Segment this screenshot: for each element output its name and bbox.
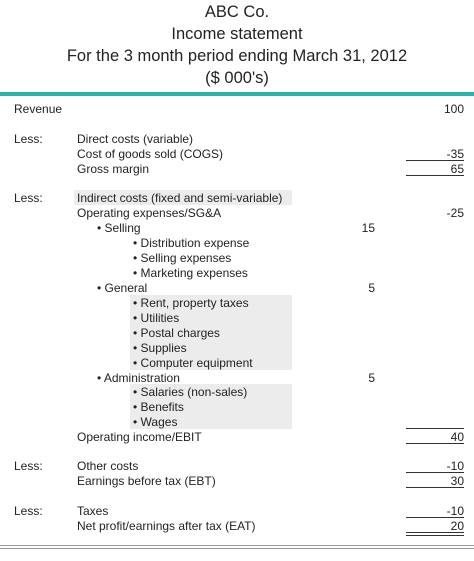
indirect-costs-heading: Indirect costs (fixed and semi-variable) [77,191,283,205]
ebt-label: Earnings before tax (EBT) [77,474,216,488]
cogs-value: -35 [446,147,464,161]
selling-item: • Selling expenses [133,251,232,265]
general-value: 5 [368,281,375,295]
less-label-direct: Less: [14,132,43,146]
statement-title: Income statement [171,25,303,43]
taxes-value: -10 [446,504,464,518]
eat-value: 20 [450,519,464,533]
other-costs-value: -10 [446,459,464,473]
taxes-underline [406,517,464,518]
indirect-heading-shade [74,190,292,205]
eat-double-underline-1 [406,532,464,533]
statement-period: For the 3 month period ending March 31, … [66,47,408,65]
company-name: ABC Co. [204,3,270,21]
selling-label: • Selling [97,221,141,235]
ebit-value: 40 [450,430,464,444]
footer-rule [0,545,474,546]
less-label-indirect: Less: [14,191,43,205]
administration-item: • Wages [133,415,178,429]
gross-margin-value: 65 [450,162,464,176]
cogs-underline [406,160,464,161]
revenue-value: 100 [443,102,464,116]
general-items-shade [130,295,292,370]
general-item: • Postal charges [133,326,220,340]
header-divider [0,92,474,96]
opex-value: -25 [446,206,464,220]
gross-margin-label: Gross margin [77,162,150,176]
taxes-label: Taxes [77,504,109,518]
general-label: • General [97,281,148,295]
selling-item: • Distribution expense [133,236,250,250]
administration-label: • Administration [97,371,180,385]
administration-items-shade [130,384,292,429]
administration-value: 5 [368,371,375,385]
eat-double-underline-2 [406,535,464,536]
opex-label: Operating expenses/SG&A [77,206,222,220]
ebt-value: 30 [450,474,464,488]
revenue-label: Revenue [14,102,63,116]
eat-label: Net profit/earnings after tax (EAT) [77,519,256,533]
footer-rule-2 [0,548,474,549]
other-costs-label: Other costs [77,459,139,473]
general-item: • Utilities [133,311,180,325]
general-item: • Supplies [133,341,187,355]
administration-item: • Benefits [133,400,184,414]
other-costs-underline [406,472,464,473]
cogs-label: Cost of goods sold (COGS) [77,147,224,161]
general-item: • Computer equipment [133,356,253,370]
selling-item: • Marketing expenses [133,266,248,280]
direct-costs-heading: Direct costs (variable) [77,132,194,146]
administration-item: • Salaries (non-sales) [133,385,248,399]
ebt-underline [406,487,464,488]
less-label-taxes: Less: [14,504,43,518]
ebit-label: Operating income/EBIT [77,430,202,444]
gross-margin-underline [406,175,464,176]
selling-value: 15 [361,221,375,235]
ebit-top-rule [406,428,464,429]
less-label-other: Less: [14,459,43,473]
general-item: • Rent, property taxes [133,296,249,310]
ebit-underline [406,443,464,444]
statement-units: ($ 000's) [205,69,269,87]
